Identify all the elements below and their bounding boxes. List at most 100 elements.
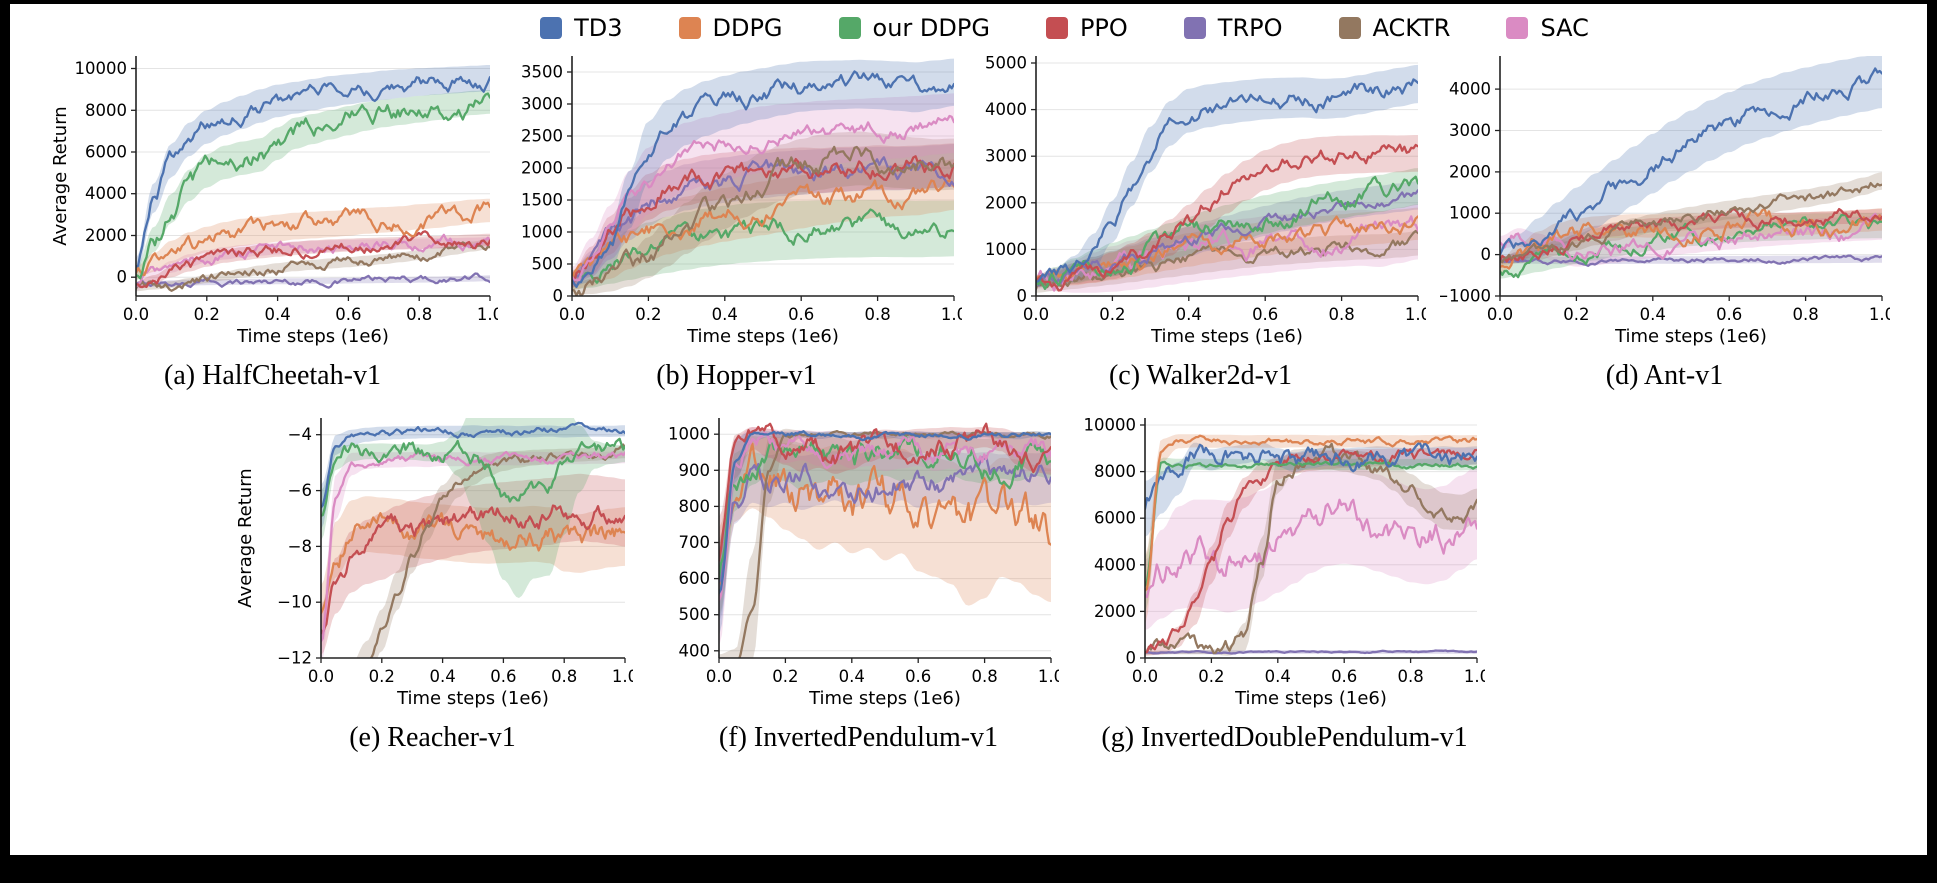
y-tick-label: 4000	[85, 184, 127, 203]
y-tick-label: 8000	[1094, 462, 1136, 481]
plot-area	[320, 418, 625, 658]
subplot-e-reacher-v1: −12 −10 −8 −6 −4 0.0 0.2 0.4 0.6 0.8 1.0 Time steps…	[233, 408, 633, 754]
x-tick-label: 0.6	[788, 305, 814, 324]
series-line-sac	[571, 114, 954, 282]
series-line-sac	[1144, 498, 1477, 599]
legend-item-acktr: ACKTR	[1338, 14, 1450, 42]
y-tick-label: 1000	[1449, 204, 1491, 223]
x-tick-label: 0.8	[1328, 305, 1354, 324]
x-tick-label: 0.0	[705, 667, 731, 686]
x-tick-label: 1.0	[1037, 667, 1058, 686]
x-axis-label: Time steps (1e6)	[1150, 326, 1303, 347]
chart-g-inverteddoublependulum-v1: 0 2000 4000 6000 8000 10000 0.0 0.2 0.4 0.6 0.8 1.0…	[1085, 416, 1485, 710]
subplot-caption: (c) Walker2d-v1	[1108, 360, 1293, 391]
series-line-trpo	[1499, 254, 1882, 267]
x-axis-label: Time steps (1e6)	[686, 326, 839, 347]
x-tick-label: 0.0	[558, 305, 584, 324]
series-band-sac	[571, 93, 954, 287]
legend-item-td3: TD3	[540, 14, 623, 42]
y-tick-label: 4000	[1449, 80, 1491, 99]
y-tick-label: −10	[277, 593, 312, 612]
x-tick-label: 0.4	[429, 667, 455, 686]
x-axis-label: Time steps (1e6)	[396, 688, 549, 709]
series-line-trpo	[1144, 649, 1477, 655]
y-tick-label: 3500	[521, 63, 563, 82]
figure-frame: TD3 DDPG our DDPG PPO TRPO ACKTR SAC 0 2000 4000…	[10, 4, 1927, 855]
y-tick-label: 3000	[985, 147, 1027, 166]
chart-e-reacher-v1: −12 −10 −8 −6 −4 0.0 0.2 0.4 0.6 0.8 1.0 Time steps…	[235, 418, 633, 709]
y-tick-label: 5000	[985, 54, 1027, 73]
series-line-ppo	[135, 230, 490, 289]
x-tick-label: 0.4	[1639, 305, 1665, 324]
x-tick-label: 0.6	[1252, 305, 1278, 324]
series-band-sac	[1144, 463, 1477, 630]
series-band-trpo	[571, 144, 954, 288]
x-tick-label: 0.0	[122, 305, 148, 324]
subplot-g-inverteddoublependulum-v1: 0 2000 4000 6000 8000 10000 0.0 0.2 0.4 0.6 0.8 1.0…	[1085, 408, 1485, 754]
series-line-ddpg	[718, 442, 1051, 586]
y-tick-label: 3000	[521, 95, 563, 114]
legend-label-sac: SAC	[1540, 14, 1589, 42]
series-line-ddpg	[571, 179, 954, 282]
legend-label-ddpg: DDPG	[712, 14, 783, 42]
y-tick-label: 800	[678, 497, 710, 516]
series-line-td3	[320, 421, 625, 509]
chart-f-invertedpendulum-v1: 400 500 600 700 800 900 1000 0.0 0.2 0.4 0.6 0.8 1.0…	[668, 418, 1059, 709]
chart-c-walker2d-v1: 0 1000 2000 3000 4000 5000 0.0 0.2 0.4 0.6 0.8 1.0 T…	[985, 54, 1426, 348]
y-tick-label: 1000	[521, 223, 563, 242]
subplot-d-ant-v1: −1000 0 1000 2000 3000 4000 0.0 0.2 0.4 0.6 0.8 1.0…	[1440, 46, 1890, 392]
series-line-acktr	[1144, 442, 1477, 655]
x-tick-label: 0.2	[1563, 305, 1589, 324]
subplot-caption: (e) Reacher-v1	[349, 722, 516, 753]
legend-swatch-icon-ddpg	[678, 17, 701, 39]
series-line-ddpg	[320, 512, 625, 615]
legend-swatch-icon-ppo	[1045, 17, 1068, 39]
chart-d-ant-v1: −1000 0 1000 2000 3000 4000 0.0 0.2 0.4 0.6 0.8 1.0…	[1440, 56, 1890, 347]
y-tick-label: 0	[116, 268, 127, 287]
x-tick-label: 0.8	[1792, 305, 1818, 324]
y-tick-label: 8000	[85, 101, 127, 120]
subplot-f-invertedpendulum-v1: 400 500 600 700 800 900 1000 0.0 0.2 0.4 0.6 0.8 1.0…	[659, 408, 1059, 754]
x-tick-label: 1.0	[476, 305, 497, 324]
x-axis-label: Time steps (1e6)	[1234, 688, 1387, 709]
y-tick-label: 3000	[1449, 121, 1491, 140]
x-tick-label: 0.6	[490, 667, 516, 686]
series-band-ppo	[1035, 135, 1418, 287]
y-tick-label: 500	[531, 255, 563, 274]
x-tick-label: 0.4	[838, 667, 864, 686]
series-band-trpo	[718, 451, 1051, 622]
legend-swatch-icon-sac	[1506, 17, 1529, 39]
x-tick-label: 0.6	[335, 305, 361, 324]
series-band-td3	[1499, 56, 1882, 263]
series-line-ddpg	[1499, 207, 1882, 270]
series-line-acktr	[571, 145, 954, 296]
series-line-td3	[718, 430, 1051, 595]
y-tick-label: −12	[277, 649, 312, 668]
y-tick-label: 2000	[1449, 162, 1491, 181]
y-tick-label: 6000	[85, 143, 127, 162]
y-tick-label: 2000	[985, 193, 1027, 212]
plot-area	[1144, 434, 1477, 656]
y-axis-label: Average Return	[235, 468, 256, 607]
x-tick-label: 0.8	[971, 667, 997, 686]
legend-swatch-icon-td3	[540, 17, 563, 39]
series-line-ddpg	[1144, 434, 1477, 592]
x-tick-label: 0.4	[1175, 305, 1201, 324]
series-band-ddpg	[135, 198, 490, 280]
series-line-sac	[320, 450, 625, 643]
y-tick-label: 1000	[668, 425, 710, 444]
series-line-ddpg	[135, 201, 490, 277]
series-line-ppo	[320, 504, 625, 635]
x-tick-label: 0.8	[864, 305, 890, 324]
series-line-our-ddpg	[1144, 460, 1477, 587]
plot-area	[718, 422, 1051, 658]
series-line-td3	[1035, 78, 1418, 284]
x-tick-label: 0.0	[1131, 667, 1157, 686]
y-tick-label: 0	[552, 287, 563, 306]
chart-a-halfcheetah-v1: 0 2000 4000 6000 8000 10000 0.0 0.2 0.4 0.6 0.8 1.0…	[50, 56, 498, 347]
legend-item-our-ddpg: our DDPG	[838, 14, 990, 42]
y-tick-label: 2000	[521, 159, 563, 178]
x-tick-label: 0.4	[264, 305, 290, 324]
legend-swatch-icon-our-ddpg	[838, 17, 861, 39]
series-line-ppo	[1035, 143, 1418, 292]
